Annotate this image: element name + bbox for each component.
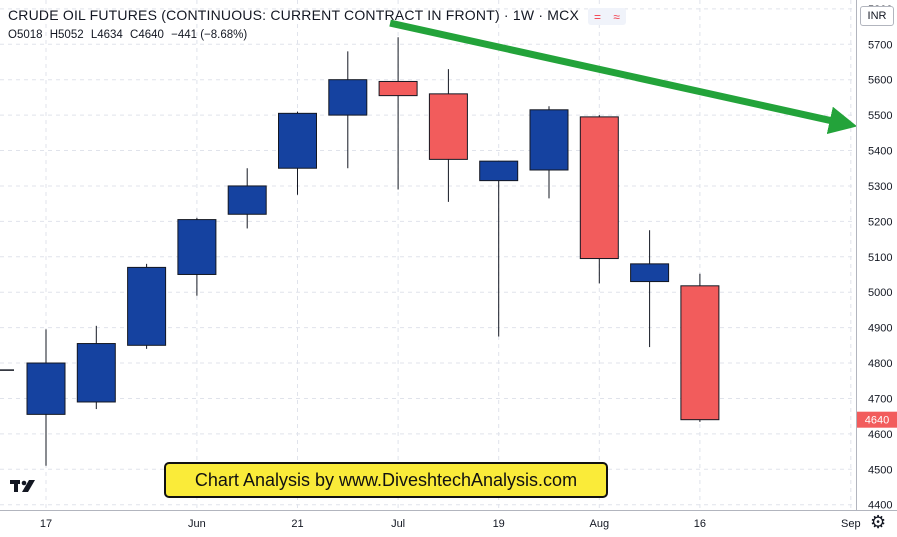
y-tick-label: 4500 [868,464,892,476]
last-price-tag [857,411,897,428]
candle-body [76,343,116,403]
legend-buttons: = ≈ [588,8,626,25]
x-tick-label: Jul [391,518,405,530]
candle-body [428,93,468,160]
y-tick-label: 4800 [868,358,892,370]
y-tick-label: 4400 [868,500,892,512]
x-tick-label: 21 [291,518,303,530]
trend-arrow [389,19,858,135]
candle-body [278,112,317,169]
y-tick-label: 4700 [868,393,892,405]
chart-title: CRUDE OIL FUTURES (CONTINUOUS: CURRENT C… [8,7,580,23]
candle-body [127,266,167,346]
x-tick-label: 19 [493,518,505,530]
candle-body [378,80,418,97]
candle-body [479,160,519,182]
candle-body [579,116,619,260]
y-tick-label: 5400 [868,146,892,158]
candle-body [328,79,368,116]
legend-button-equal[interactable]: = [593,9,601,24]
y-tick-label: 5700 [868,39,892,51]
ohlc-open: O5018 [8,29,43,41]
y-tick-label: 5100 [868,252,892,264]
y-tick-label: 5300 [868,181,892,193]
candle-body [680,285,720,421]
ohlc-high: H5052 [49,29,84,41]
tradingview-logo-icon[interactable] [10,478,36,494]
candle-body [26,362,66,415]
y-tick-label: 4600 [868,429,892,441]
x-tick-label: 17 [40,518,52,530]
y-tick-label: 4900 [868,323,892,335]
ohlc-readout: O5018 H5052 L4634 C4640 −441 (−8.68%) [8,29,251,41]
candle-body [529,109,569,171]
candle-body [630,263,670,283]
candle-body [177,219,217,275]
x-tick-label: 16 [694,518,706,530]
x-tick-label: Aug [590,518,610,530]
x-tick-label: Jun [188,518,206,530]
y-tick-label: 5600 [868,75,892,87]
candle-body [227,185,267,215]
legend-button-approx[interactable]: ≈ [613,9,620,24]
y-tick-label: 5200 [868,216,892,228]
ohlc-change: −441 (−8.68%) [171,29,248,41]
analysis-banner: Chart Analysis by www.DiveshtechAnalysis… [164,462,608,498]
ohlc-low: L4634 [90,29,123,41]
ohlc-close: C4640 [130,29,164,41]
gear-icon[interactable]: ⚙ [870,512,887,532]
y-tick-label: 5000 [868,287,892,299]
currency-button[interactable]: INR [860,6,894,26]
y-tick-label: 5500 [868,110,892,122]
x-tick-label: Sep [841,518,861,530]
last-price-label: 4640 [865,415,889,427]
